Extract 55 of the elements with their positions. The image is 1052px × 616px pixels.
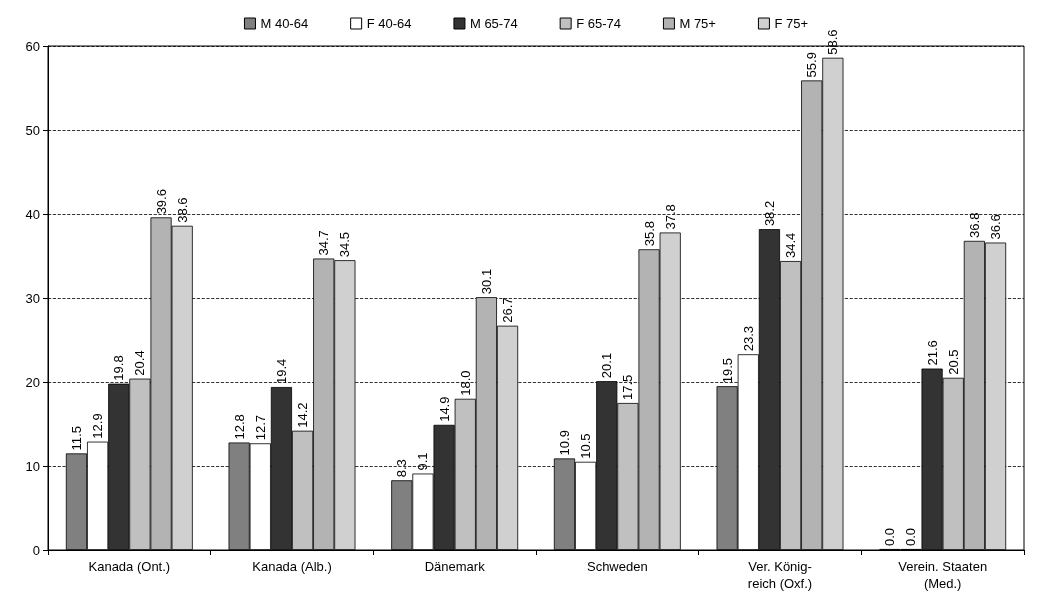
x-tick-label: Verein. Staaten (Med.) <box>898 559 988 591</box>
y-tick-label: 20 <box>25 374 40 390</box>
y-tick-label: 50 <box>25 122 40 138</box>
data-label: 12.8 <box>231 414 247 440</box>
data-label: 37.8 <box>662 204 678 230</box>
x-tick-label: Dänemark <box>424 559 486 574</box>
data-label: 26.7 <box>500 297 516 323</box>
data-label: 19.4 <box>273 358 289 385</box>
data-label: 36.8 <box>966 212 982 238</box>
data-label: 14.9 <box>436 396 452 422</box>
data-label: 21.6 <box>924 340 940 366</box>
y-tick-label: 60 <box>25 38 40 54</box>
data-label: 34.7 <box>316 230 332 256</box>
data-label: 20.4 <box>132 350 148 376</box>
y-tick-label: 40 <box>25 206 40 222</box>
x-tick-label: Schweden <box>586 559 648 574</box>
legend-label: F 65-74 <box>576 16 621 31</box>
data-label: 39.6 <box>153 189 169 215</box>
data-label: 0.0 <box>903 527 919 546</box>
data-label: 14.2 <box>295 402 311 428</box>
data-label: 12.9 <box>90 413 106 439</box>
data-label: 20.1 <box>599 352 615 379</box>
y-tick-label: 0 <box>32 542 40 558</box>
data-label: 35.8 <box>641 220 657 247</box>
data-label: 12.7 <box>252 415 268 441</box>
data-label: 38.6 <box>174 197 190 223</box>
data-label: 9.1 <box>415 452 431 471</box>
legend-label: M 65-74 <box>469 16 518 31</box>
x-tick-label: Ver. König- reich (Oxf.) <box>747 559 813 591</box>
data-label: 34.4 <box>783 232 799 259</box>
data-label: 17.5 <box>620 374 636 400</box>
data-label: 30.1 <box>478 268 494 295</box>
data-label: 8.3 <box>394 459 410 478</box>
y-tick-label: 30 <box>25 290 40 306</box>
data-label: 10.5 <box>578 433 594 459</box>
data-label: 18.0 <box>457 370 473 396</box>
data-label: 19.5 <box>719 357 735 384</box>
data-label: 11.5 <box>68 426 84 451</box>
data-label: 34.5 <box>337 231 353 258</box>
legend-label: M 40-64 <box>260 16 309 31</box>
y-tick-label: 10 <box>25 458 40 474</box>
data-label: 38.2 <box>761 200 777 227</box>
data-label: 58.6 <box>825 29 841 55</box>
data-label: 10.9 <box>556 430 572 456</box>
data-label: 23.3 <box>740 325 756 352</box>
legend-label: M 75+ <box>679 16 716 31</box>
data-label: 36.6 <box>988 214 1004 240</box>
data-label: 20.5 <box>945 349 961 375</box>
x-tick-label: Kanada (Ont.) <box>88 559 171 574</box>
legend-label: F 75+ <box>774 16 809 31</box>
data-label: 19.8 <box>111 355 127 381</box>
x-tick-label: Kanada (Alb.) <box>252 559 332 574</box>
data-label: 55.9 <box>804 52 820 78</box>
data-label: 0.0 <box>882 527 898 546</box>
legend-label: F 40-64 <box>366 16 412 31</box>
